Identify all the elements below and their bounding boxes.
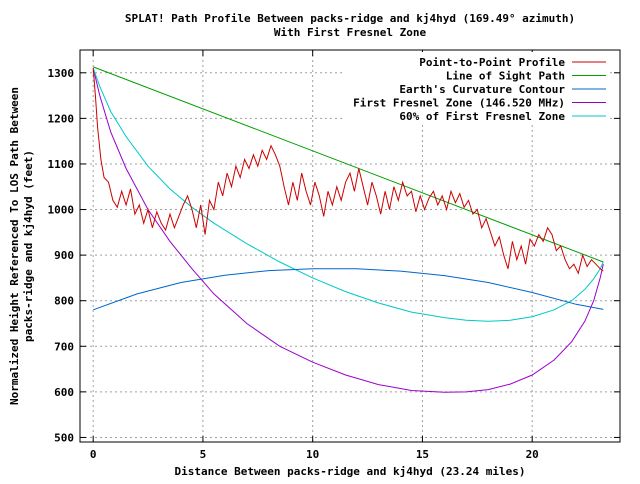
y-tick-label: 500 <box>54 431 74 444</box>
series-line-60-of-first-fresnel-zone <box>92 68 604 322</box>
x-tick-label: 10 <box>306 448 319 461</box>
y-tick-label: 700 <box>54 340 74 353</box>
legend-label-point-to-point-profile: Point-to-Point Profile <box>419 56 565 69</box>
chart-title: SPLAT! Path Profile Between packs-ridge … <box>125 12 575 25</box>
y-tick-label: 900 <box>54 249 74 262</box>
x-tick-label: 0 <box>90 448 97 461</box>
x-tick-label: 5 <box>200 448 207 461</box>
legend-label-line-of-sight-path: Line of Sight Path <box>446 70 565 83</box>
x-axis-label: Distance Between packs-ridge and kj4hyd … <box>175 465 526 478</box>
y-axis-label-line2: packs-ridge and kj4hyd (feet) <box>22 150 35 342</box>
tick-layer: 0 5 10 15 20 500 600 700 800 900 1000 1100 1200 1300 <box>48 50 620 461</box>
y-tick-label: 1100 <box>48 158 75 171</box>
legend-background <box>345 52 607 122</box>
chart-subtitle: With First Fresnel Zone <box>274 26 427 39</box>
y-tick-label: 1200 <box>48 112 75 125</box>
series-layer <box>92 66 604 393</box>
y-tick-label: 1000 <box>48 204 75 217</box>
y-tick-label: 800 <box>54 295 74 308</box>
series-line-line-of-sight-path <box>93 66 604 263</box>
y-tick-label: 1300 <box>48 67 75 80</box>
series-line-point-to-point-profile <box>92 68 604 275</box>
legend-label-60-of-first-fresnel-zone: 60% of First Fresnel Zone <box>399 110 565 123</box>
series-line-earth-s-curvature-contour <box>93 268 604 311</box>
y-tick-label: 600 <box>54 386 74 399</box>
x-tick-label: 20 <box>526 448 539 461</box>
x-tick-label: 15 <box>416 448 429 461</box>
y-axis-label-line1: Normalized Height Referenced To LOS Path… <box>8 87 21 405</box>
plot-frame <box>79 49 621 443</box>
legend-label-earth-s-curvature-contour: Earth's Curvature Contour <box>399 83 565 96</box>
legend-label-first-fresnel-zone-146-520-mhz: First Fresnel Zone (146.520 MHz) <box>353 97 565 110</box>
